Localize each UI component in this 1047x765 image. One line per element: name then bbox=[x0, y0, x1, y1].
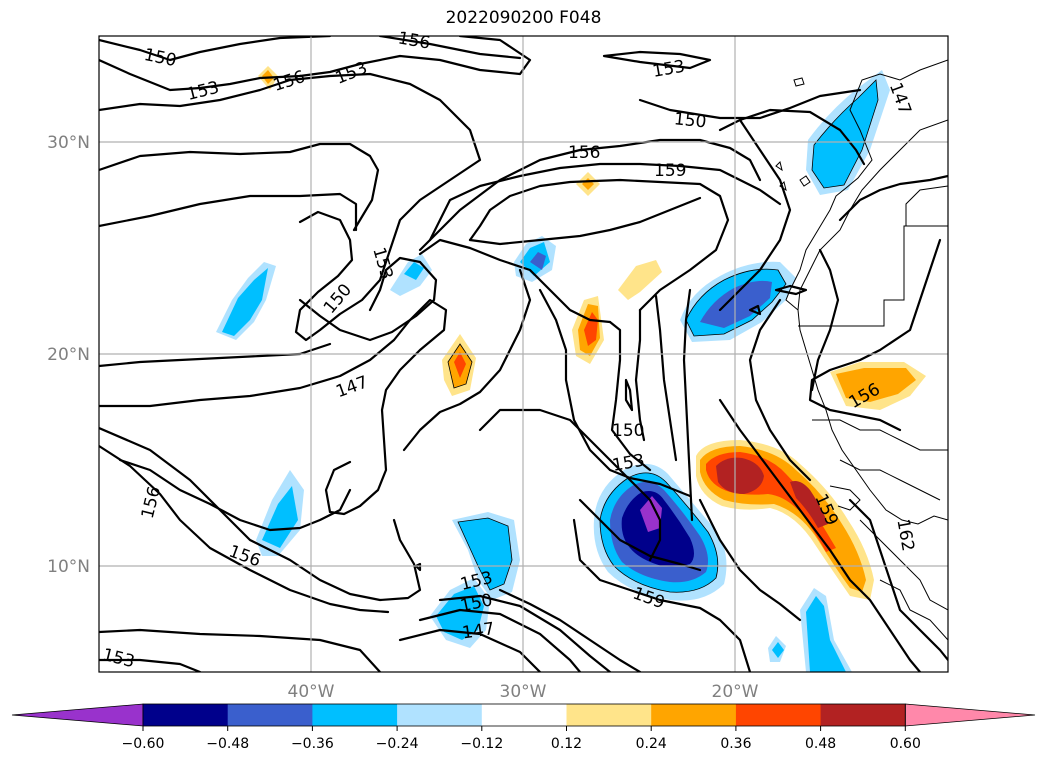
lon-label-20w: 20°W bbox=[712, 682, 759, 702]
map-content bbox=[99, 36, 948, 672]
colorbar-tick-label: −0.24 bbox=[376, 736, 419, 752]
latitude-labels: 30°N 20°N 10°N bbox=[47, 133, 90, 577]
contour-label: 150 bbox=[673, 109, 707, 132]
map-title: 2022090200 F048 bbox=[445, 8, 602, 28]
contour-label: 147 bbox=[461, 619, 496, 643]
colorbar-tick-label: 0.12 bbox=[551, 736, 582, 752]
lon-label-30w: 30°W bbox=[500, 682, 547, 702]
colorbar-tick-label: −0.48 bbox=[206, 736, 249, 752]
colorbar-tick-label: 0.24 bbox=[636, 736, 667, 752]
colorbar-segment bbox=[651, 704, 737, 726]
colorbar-outline bbox=[142, 703, 906, 727]
colorbar-segment bbox=[481, 704, 567, 726]
lat-label-30n: 30°N bbox=[47, 133, 90, 153]
colorbar: −0.60 −0.48 −0.36 −0.24 −0.12 0.12 0.24 0.36 0.4… bbox=[11, 703, 1036, 752]
height-contours bbox=[99, 36, 948, 672]
colorbar-segment bbox=[820, 704, 906, 726]
map-frame bbox=[98, 35, 949, 673]
colorbar-segment bbox=[397, 704, 483, 726]
colorbar-tick-label: 0.60 bbox=[890, 736, 921, 752]
colorbar-extend-high bbox=[904, 703, 1036, 727]
shading-outlines bbox=[447, 79, 879, 593]
colorbar-tick-label: −0.36 bbox=[291, 736, 334, 752]
colorbar-tick-label: 0.36 bbox=[720, 736, 751, 752]
longitude-labels: 40°W 30°W 20°W bbox=[288, 682, 759, 702]
lon-label-40w: 40°W bbox=[288, 682, 335, 702]
colorbar-segment bbox=[312, 704, 398, 726]
contour-label: 150 bbox=[612, 421, 644, 441]
colorbar-extend-low bbox=[11, 703, 144, 727]
colorbar-segment bbox=[143, 704, 229, 726]
contour-label: 159 bbox=[654, 161, 686, 181]
colorbar-tick-label: −0.12 bbox=[460, 736, 503, 752]
lat-label-10n: 10°N bbox=[47, 557, 90, 577]
colorbar-segment bbox=[227, 704, 313, 726]
colorbar-segment bbox=[566, 704, 652, 726]
lat-label-20n: 20°N bbox=[47, 345, 90, 365]
colorbar-tick-label: −0.60 bbox=[122, 736, 165, 752]
colorbar-tick-label: 0.48 bbox=[805, 736, 836, 752]
contour-label-group: 150 153 156 153 156 153 150 156 159 147 … bbox=[100, 28, 917, 672]
gridlines bbox=[99, 36, 948, 672]
contour-label: 156 bbox=[568, 143, 600, 163]
colorbar-segment bbox=[735, 704, 822, 726]
